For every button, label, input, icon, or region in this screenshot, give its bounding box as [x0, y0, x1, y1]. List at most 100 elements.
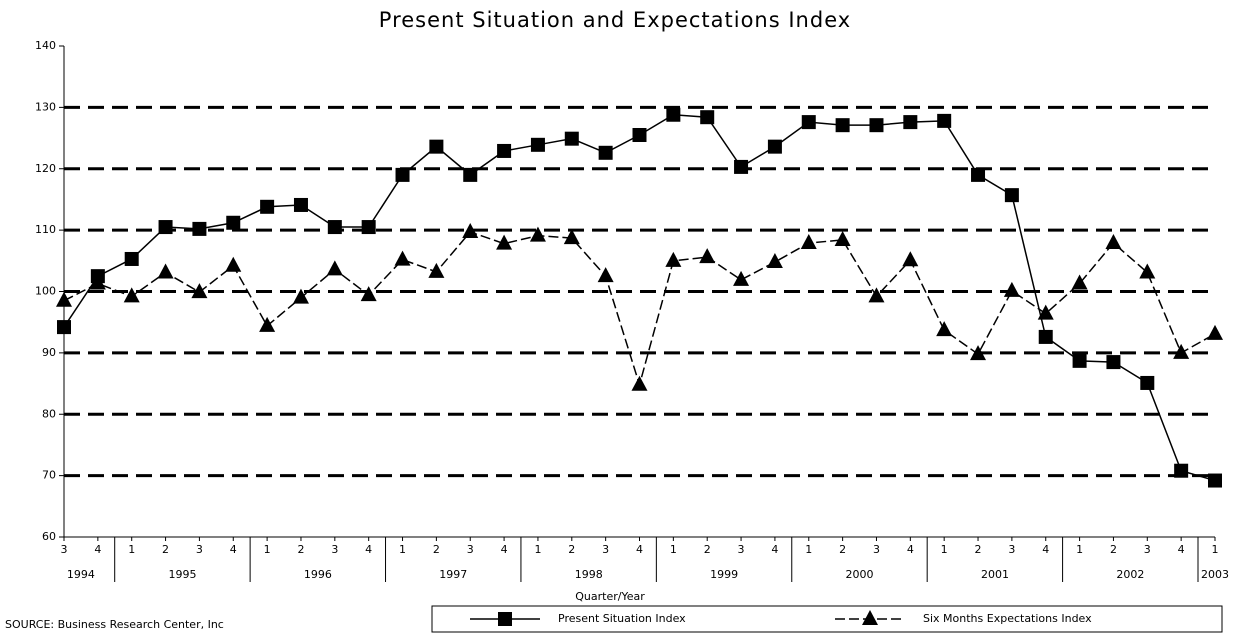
x-tick-label: 3: [602, 543, 609, 556]
square-marker: [57, 320, 71, 335]
square-marker: [903, 115, 918, 130]
x-tick-label: 3: [467, 543, 474, 556]
y-tick-label: 90: [42, 346, 56, 359]
triangle-marker: [56, 291, 72, 307]
x-group-label: 2000: [846, 568, 874, 581]
y-tick-label: 80: [42, 407, 56, 420]
square-marker: [835, 118, 850, 133]
legend-label: Present Situation Index: [558, 612, 686, 625]
x-tick-label: 3: [738, 543, 745, 556]
x-tick-label: 3: [873, 543, 880, 556]
x-group-label: 2002: [1116, 568, 1144, 581]
triangle-marker: [936, 321, 953, 337]
x-tick-label: 2: [1110, 543, 1117, 556]
x-tick-label: 3: [331, 543, 338, 556]
triangle-marker: [868, 287, 885, 303]
triangle-marker: [597, 267, 614, 283]
square-marker: [1174, 463, 1189, 478]
triangle-marker: [1207, 324, 1223, 340]
x-tick-label: 4: [230, 543, 237, 556]
y-tick-label: 120: [35, 162, 56, 175]
x-group-label: 2003: [1201, 568, 1229, 581]
triangle-marker: [1037, 304, 1054, 320]
x-tick-label: 4: [636, 543, 643, 556]
triangle-marker: [631, 375, 648, 391]
x-tick-label: 2: [975, 543, 982, 556]
square-marker: [192, 221, 207, 236]
triangle-marker: [462, 222, 479, 238]
x-tick-label: 3: [1008, 543, 1015, 556]
triangle-marker: [563, 229, 580, 245]
x-tick-label: 2: [704, 543, 711, 556]
legend-marker: [498, 612, 512, 626]
triangle-marker: [259, 316, 276, 332]
square-marker: [429, 139, 444, 154]
square-marker: [767, 139, 782, 154]
square-marker: [463, 167, 478, 182]
square-marker: [598, 145, 613, 160]
x-group-label: 1996: [304, 568, 332, 581]
square-marker: [1004, 188, 1019, 203]
square-marker: [869, 118, 884, 133]
square-marker: [124, 251, 139, 266]
square-marker: [226, 215, 241, 230]
x-tick-label: 4: [1178, 543, 1185, 556]
triangle-marker: [970, 345, 987, 361]
triangle-marker: [394, 250, 411, 266]
square-marker: [1072, 353, 1087, 368]
x-tick-label: 2: [839, 543, 846, 556]
square-marker: [801, 115, 816, 130]
x-tick-label: 3: [61, 543, 68, 556]
x-tick-label: 1: [670, 543, 677, 556]
x-tick-label: 2: [568, 543, 575, 556]
square-marker: [361, 220, 376, 235]
x-tick-label: 1: [399, 543, 406, 556]
x-tick-label: 4: [907, 543, 914, 556]
y-tick-label: 100: [35, 285, 56, 298]
chart-title: Present Situation and Expectations Index: [379, 8, 851, 32]
x-tick-label: 1: [941, 543, 948, 556]
x-tick-label: 1: [264, 543, 271, 556]
x-tick-label: 4: [501, 543, 508, 556]
x-tick-label: 3: [1144, 543, 1151, 556]
x-group-label: 1997: [439, 568, 467, 581]
legend-box: [431, 605, 1223, 633]
triangle-marker: [360, 286, 377, 302]
x-tick-label: 1: [805, 543, 812, 556]
square-marker: [666, 107, 681, 122]
square-marker: [327, 220, 342, 235]
x-axis-title: Quarter/Year: [575, 590, 645, 603]
square-marker: [632, 127, 647, 142]
y-tick-label: 130: [35, 100, 56, 113]
square-marker: [260, 199, 275, 214]
x-group-label: 1994: [67, 568, 95, 581]
legend-marker: [862, 610, 878, 625]
x-tick-label: 4: [94, 543, 101, 556]
square-marker: [158, 220, 173, 235]
triangle-marker: [326, 260, 343, 276]
triangle-marker: [529, 226, 546, 242]
triangle-marker: [225, 256, 242, 272]
square-marker: [395, 167, 410, 182]
triangle-marker: [902, 251, 919, 267]
source-note: SOURCE: Business Research Center, Inc: [5, 618, 224, 631]
triangle-marker: [1071, 274, 1088, 290]
series-line: [63, 231, 1216, 388]
y-tick-label: 60: [42, 530, 56, 543]
triangle-marker: [1003, 281, 1020, 297]
triangle-marker: [699, 248, 716, 264]
square-marker: [293, 197, 308, 212]
x-group-label: 1999: [710, 568, 738, 581]
triangle-marker: [766, 253, 783, 269]
x-group-label: 1995: [168, 568, 196, 581]
triangle-marker: [665, 251, 682, 267]
square-marker: [1140, 375, 1155, 390]
legend-label: Six Months Expectations Index: [923, 612, 1092, 625]
triangle-marker: [191, 283, 208, 299]
x-tick-label: 4: [1042, 543, 1049, 556]
y-tick-label: 140: [35, 39, 56, 52]
triangle-marker: [157, 263, 174, 279]
triangle-marker: [733, 270, 750, 286]
x-tick-label: 2: [162, 543, 169, 556]
x-group-label: 1998: [575, 568, 603, 581]
